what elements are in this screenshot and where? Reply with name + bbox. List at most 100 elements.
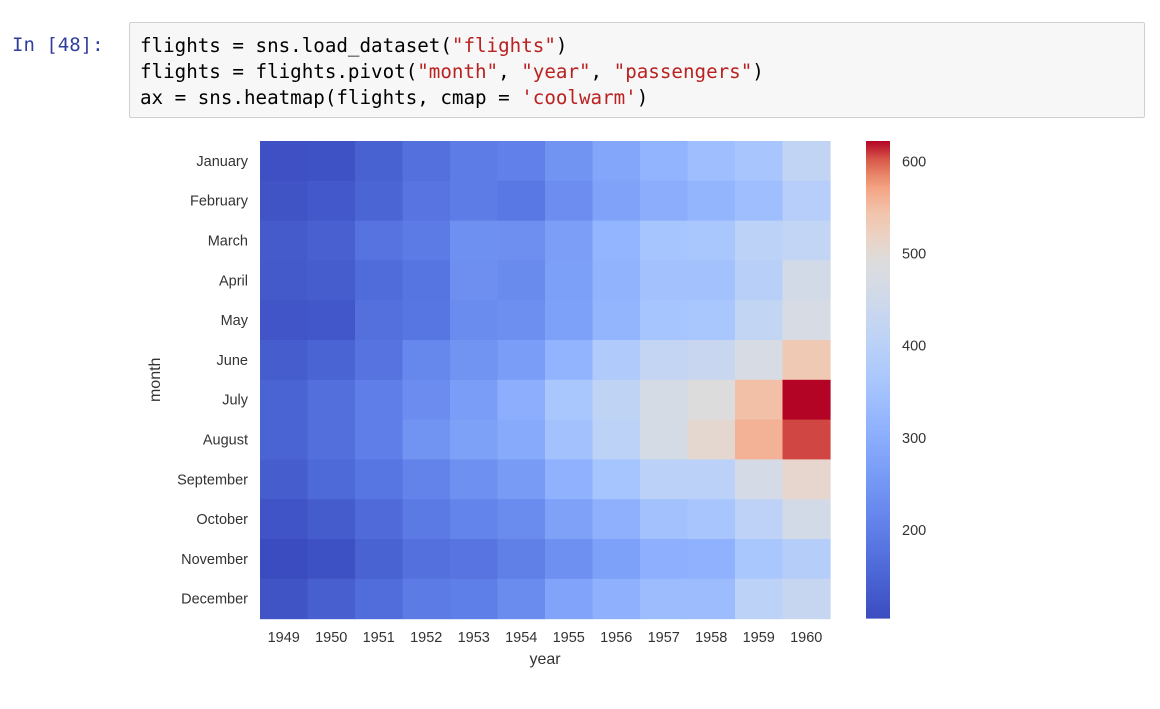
x-tick-label: 1960 [790, 630, 822, 646]
heatmap-cell [355, 379, 404, 421]
code-string-token: "year" [521, 60, 591, 83]
heatmap-cell [497, 459, 546, 500]
heatmap-cell [402, 379, 451, 421]
heatmap-cell [687, 260, 736, 301]
heatmap-cell [450, 180, 499, 222]
heatmap-cell [687, 419, 736, 460]
heatmap-cell [450, 539, 499, 580]
code-string-token: "flights" [451, 34, 556, 57]
heatmap-cell [402, 220, 451, 261]
heatmap-cell [450, 340, 499, 381]
heatmap-cell [545, 220, 594, 261]
y-tick-label: January [196, 154, 248, 170]
heatmap-cell [355, 539, 404, 580]
heatmap-cell [497, 300, 546, 341]
input-prompt: In [48]: [12, 34, 104, 56]
heatmap-cell [355, 578, 404, 620]
heatmap-cell [545, 379, 594, 421]
heatmap-cell [735, 141, 784, 182]
heatmap-cell [260, 180, 309, 222]
heatmap-cell [355, 459, 404, 500]
heatmap-cell [782, 578, 831, 620]
heatmap-cell [307, 260, 356, 301]
x-tick-label: 1958 [695, 630, 727, 646]
heatmap-cell [592, 340, 641, 381]
heatmap-cell [355, 300, 404, 341]
heatmap-cell [450, 578, 499, 620]
heatmap-cell [307, 499, 356, 540]
code-token: flights = sns.load_dataset( [140, 34, 452, 57]
heatmap-cell [782, 180, 831, 222]
heatmap-cell [782, 539, 831, 580]
heatmap-cell [592, 180, 641, 222]
heatmap-cell [497, 260, 546, 301]
x-tick-label: 1954 [505, 630, 537, 646]
heatmap-cell [545, 300, 594, 341]
heatmap-cell [355, 419, 404, 460]
heatmap-cell [260, 539, 309, 580]
heatmap-cell [640, 260, 689, 301]
heatmap-cell [545, 539, 594, 580]
heatmap-cell [782, 340, 831, 381]
x-tick-label: 1956 [600, 630, 632, 646]
code-editor[interactable]: flights = sns.load_dataset("flights") fli… [129, 22, 1145, 118]
heatmap-cell [497, 220, 546, 261]
y-axis-label: month [147, 358, 164, 402]
y-tick-label: July [222, 393, 249, 409]
heatmap-cell [355, 499, 404, 540]
x-tick-label: 1950 [315, 630, 347, 646]
heatmap-cell [307, 459, 356, 500]
heatmap-cell [782, 459, 831, 500]
heatmap-cell [592, 419, 641, 460]
heatmap-cell [307, 141, 356, 182]
heatmap-cell [307, 220, 356, 261]
heatmap-cell [497, 141, 546, 182]
code-text[interactable]: flights = sns.load_dataset("flights") fli… [140, 33, 764, 111]
code-string-token: "passengers" [613, 60, 753, 83]
heatmap-cell [545, 459, 594, 500]
heatmap-cell [735, 340, 784, 381]
colorbar [866, 141, 890, 619]
heatmap-cell [355, 220, 404, 261]
heatmap-cell [307, 578, 356, 620]
heatmap-cell [497, 379, 546, 421]
code-token: ) [555, 34, 568, 57]
heatmap-cell [260, 419, 309, 460]
heatmap-cell [592, 459, 641, 500]
heatmap-cell [592, 220, 641, 261]
colorbar-tick-label: 600 [902, 154, 926, 170]
heatmap-cell [687, 220, 736, 261]
code-string-token: 'coolwarm' [521, 86, 637, 109]
heatmap-cell [782, 220, 831, 261]
y-tick-label: April [219, 273, 248, 289]
heatmap-cell [782, 499, 831, 540]
heatmap-cell [592, 499, 641, 540]
heatmap-cell [402, 340, 451, 381]
heatmap-cell [307, 300, 356, 341]
x-tick-label: 1952 [410, 630, 442, 646]
heatmap-cell [735, 419, 784, 460]
x-tick-label: 1951 [363, 630, 395, 646]
code-line: ax = sns.heatmap(flights, cmap = 'coolwa… [140, 85, 764, 111]
code-token: ) [752, 60, 764, 83]
heatmap-cell [640, 499, 689, 540]
heatmap-cell [450, 459, 499, 500]
heatmap-cell [640, 459, 689, 500]
heatmap-cell [307, 419, 356, 460]
y-tick-label: December [181, 592, 248, 608]
x-tick-label: 1957 [648, 630, 680, 646]
heatmap-cell [687, 180, 736, 222]
heatmap-cell [640, 379, 689, 421]
heatmap-cell [402, 260, 451, 301]
heatmap-cell [402, 141, 451, 182]
heatmap-cell [450, 220, 499, 261]
code-token: flights = flights.pivot( [140, 60, 418, 83]
heatmap-cell [402, 419, 451, 460]
heatmap-cell [260, 459, 309, 500]
heatmap-cell [545, 141, 594, 182]
heatmap-cell [640, 419, 689, 460]
y-tick-label: October [196, 512, 248, 528]
heatmap-cell [592, 141, 641, 182]
